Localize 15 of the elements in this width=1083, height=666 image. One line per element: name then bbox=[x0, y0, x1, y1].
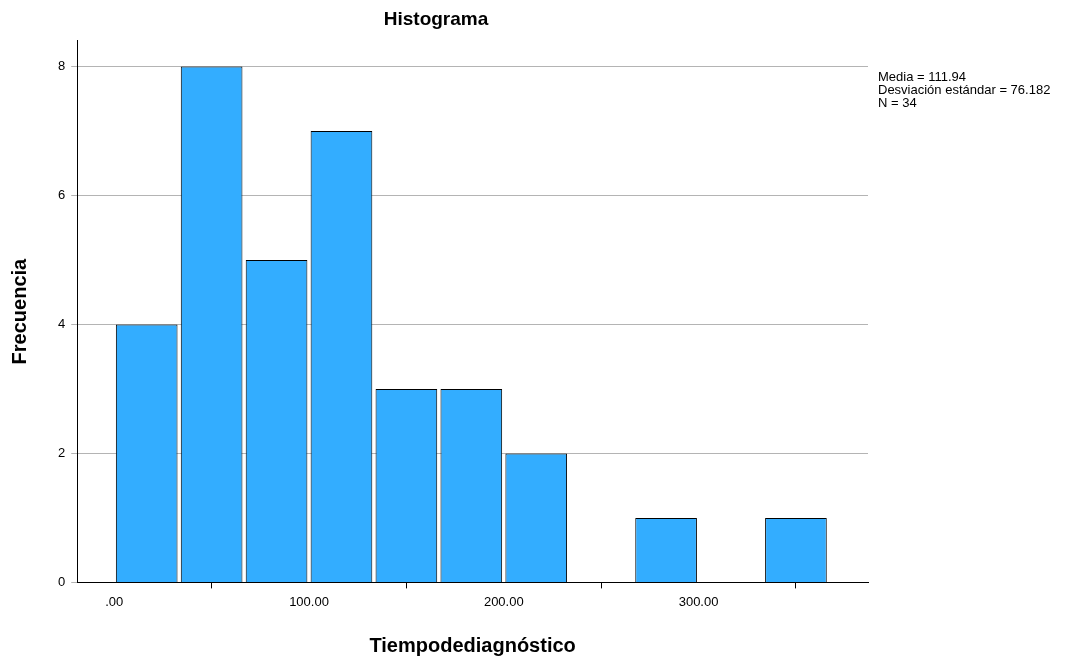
y-tick-label: 4 bbox=[58, 316, 66, 332]
text: Desviación estándar = 76.182 bbox=[878, 81, 1051, 97]
y-tick-label: 2 bbox=[58, 445, 66, 461]
y-tick-label: 6 bbox=[58, 187, 66, 203]
x-axis-title: Tiempodediagnóstico bbox=[369, 633, 576, 656]
x-tick-label: 300.00 bbox=[678, 593, 719, 609]
chart-title: Histograma bbox=[383, 7, 489, 29]
y-axis-title: Frecuencia bbox=[7, 257, 30, 365]
text: Media = 111.94 bbox=[878, 68, 967, 84]
x-tick-label: 200.00 bbox=[483, 593, 524, 609]
text: N = 34 bbox=[878, 94, 917, 110]
x-tick-label: .00 bbox=[105, 593, 124, 609]
y-tick-label: 8 bbox=[58, 58, 66, 74]
y-tick-label: 0 bbox=[58, 573, 66, 589]
x-tick-label: 100.00 bbox=[289, 593, 329, 609]
